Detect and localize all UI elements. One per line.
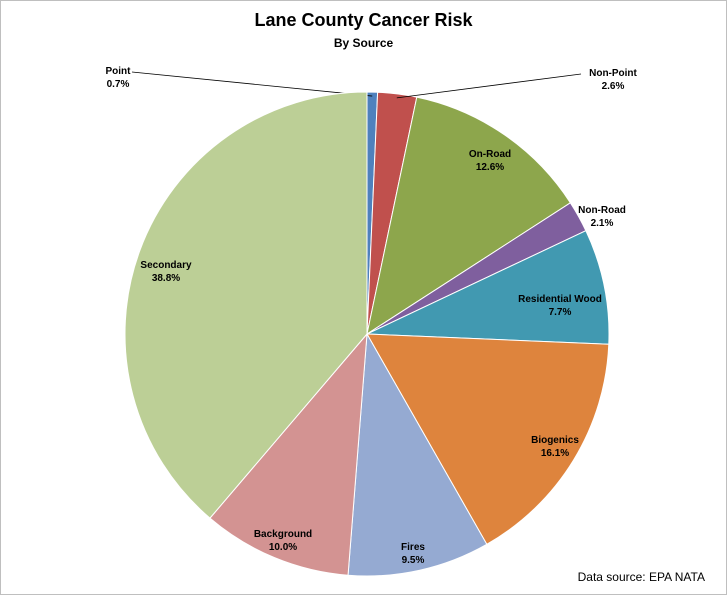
chart-subtitle: By Source bbox=[333, 36, 394, 50]
slice-label-fires: Fires 9.5% bbox=[401, 542, 425, 566]
pie-slice-residential-wood bbox=[366, 230, 610, 345]
slice-label-non-point: Non-Point 2.6% bbox=[589, 68, 637, 92]
leader-line-non-point bbox=[396, 73, 582, 99]
chart-title: Lane County Cancer Risk bbox=[254, 10, 473, 30]
data-source-note: Data source: EPA NATA bbox=[577, 570, 705, 584]
slice-label-on-road: On-Road 12.6% bbox=[469, 149, 511, 173]
slice-label-non-road: Non-Road 2.1% bbox=[578, 205, 626, 229]
pie-slice-secondary bbox=[124, 91, 368, 519]
slice-label-biogenics: Biogenics 16.1% bbox=[531, 435, 579, 459]
pie-slice-background bbox=[209, 332, 368, 576]
leader-line-point bbox=[131, 71, 373, 97]
pie-slice-biogenics bbox=[366, 333, 610, 545]
slice-label-secondary: Secondary 38.8% bbox=[140, 260, 192, 284]
slice-label-background: Background 10.0% bbox=[254, 529, 312, 553]
slice-label-point: Point 0.7% bbox=[106, 66, 132, 90]
pie-slice-on-road bbox=[366, 96, 572, 336]
pie-slice-fires bbox=[347, 332, 488, 577]
slice-label-residential-wood: Residential Wood 7.7% bbox=[518, 294, 602, 318]
